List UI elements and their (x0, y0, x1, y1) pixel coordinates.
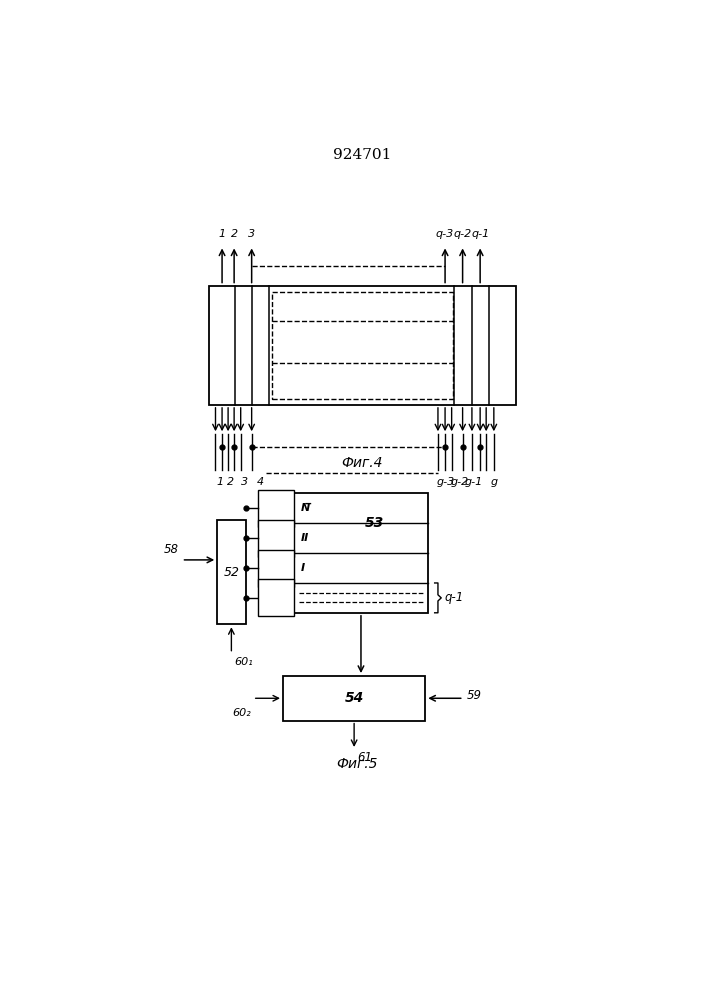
Text: 58: 58 (164, 543, 179, 556)
Text: 54: 54 (344, 691, 363, 705)
Text: 52: 52 (223, 566, 240, 579)
Bar (272, 292, 452, 399)
Bar (283, 676, 426, 721)
Text: 60₁: 60₁ (234, 657, 253, 667)
Text: g: g (490, 477, 498, 487)
Text: 60₂: 60₂ (233, 708, 251, 718)
Text: q-1: q-1 (471, 229, 489, 239)
Bar (258, 490, 294, 527)
Bar (258, 520, 294, 557)
Text: 2: 2 (227, 477, 235, 487)
Text: 61: 61 (357, 751, 372, 764)
Text: g-2: g-2 (450, 477, 469, 487)
Text: Фиг.5: Фиг.5 (336, 757, 378, 771)
Text: 3: 3 (248, 229, 255, 239)
Text: 4: 4 (257, 477, 264, 487)
Bar (294, 493, 428, 613)
Text: 3: 3 (241, 477, 248, 487)
Text: 1: 1 (218, 229, 226, 239)
Text: 53: 53 (365, 516, 384, 530)
Text: q-2: q-2 (453, 229, 472, 239)
Text: I: I (300, 563, 305, 573)
Text: N̅: N̅ (300, 503, 310, 513)
Text: g-1: g-1 (464, 477, 483, 487)
Text: q-3: q-3 (436, 229, 454, 239)
Text: 59: 59 (467, 689, 481, 702)
Text: 2: 2 (230, 229, 238, 239)
Bar (209, 286, 516, 405)
Bar (258, 579, 294, 616)
Text: II: II (300, 533, 309, 543)
Text: 924701: 924701 (333, 148, 392, 162)
Text: 1: 1 (216, 477, 223, 487)
Text: g-3: g-3 (436, 477, 455, 487)
Text: q-1: q-1 (444, 591, 463, 604)
Text: Фиг.4: Фиг.4 (341, 456, 383, 470)
Bar (258, 550, 294, 587)
Bar (217, 520, 245, 624)
